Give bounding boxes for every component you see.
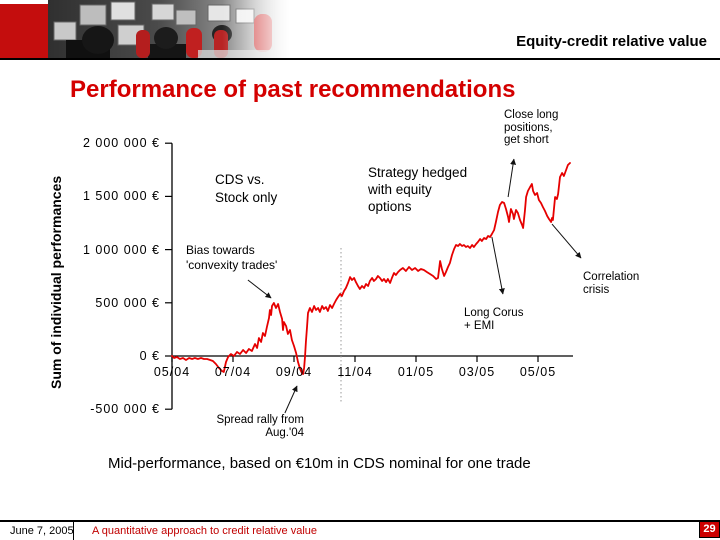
annotation-line: Bias towards: [186, 243, 255, 257]
annotation-long-corus-emi: Long Corus + EMI: [464, 307, 523, 333]
annotation-line: Spread rally from: [216, 414, 304, 426]
x-tick-label: 03/05: [458, 365, 496, 379]
annotation-line: Stock only: [215, 190, 278, 205]
annotation-bias-convexity: Bias towards 'convexity trades': [186, 243, 277, 272]
y-tick-label: 1 500 000 €: [82, 189, 160, 204]
annotation-close-long-positions: Close long positions, get short: [504, 109, 558, 147]
x-tick-label: 01/05: [397, 365, 435, 379]
trading-floor-photo: [48, 0, 290, 58]
performance-line: [171, 162, 571, 375]
x-tick-label: 09/04: [275, 365, 313, 379]
brand-red-block: [0, 4, 48, 58]
annotation-line: Strategy hedged: [368, 165, 468, 180]
x-tick-label: 05/05: [519, 365, 557, 379]
correlation-arrow: [551, 223, 582, 259]
annotation-line: Long Corus: [464, 307, 524, 319]
x-tick-label: 05/04: [153, 365, 191, 379]
annotation-line: Close long: [504, 109, 559, 121]
y-tick-label: 500 000 €: [95, 295, 160, 310]
annotation-line: options: [368, 199, 412, 214]
x-tick-label: 11/04: [337, 365, 373, 379]
y-tick-label: 2 000 000 €: [82, 136, 160, 151]
y-tick-label: -500 000 €: [90, 402, 160, 417]
annotation-correlation-crisis: Correlation crisis: [583, 271, 639, 297]
spread-rally-arrow: [284, 385, 298, 414]
annotation-cds-vs-stock: CDS vs. Stock only: [215, 171, 277, 207]
annotation-line: with equity: [368, 182, 432, 197]
y-tick-label: 0 €: [139, 349, 160, 363]
annotation-line: positions,: [504, 121, 553, 134]
bias-arrow: [247, 279, 272, 299]
y-tick-label: 1 000 000 €: [82, 242, 160, 257]
footer-subtitle: A quantitative approach to credit relati…: [92, 525, 318, 537]
footer-separator: [73, 520, 74, 540]
annotation-strategy-hedged: Strategy hedged with equity options: [368, 164, 467, 215]
annotation-line: crisis: [583, 284, 610, 296]
annotation-line: Correlation: [583, 271, 640, 283]
x-tick-label: 07/04: [214, 365, 252, 379]
footer-date: June 7, 2005: [10, 525, 74, 537]
annotation-line: Aug.'04: [265, 427, 304, 439]
annotation-line: + EMI: [464, 320, 495, 332]
chart-caption: Mid-performance, based on €10m in CDS no…: [108, 455, 531, 472]
footer-divider: [0, 520, 720, 522]
page-title: Performance of past recommendations: [70, 76, 516, 103]
header-title: Equity-credit relative value: [516, 33, 707, 50]
close-long-arrow: [507, 158, 517, 198]
header-divider: [0, 58, 720, 60]
annotation-line: get short: [504, 134, 549, 146]
annotation-line: CDS vs.: [215, 172, 265, 187]
long-corus-arrow: [491, 236, 505, 295]
annotation-spread-rally: Spread rally from Aug.'04: [216, 414, 304, 440]
annotation-line: 'convexity trades': [186, 257, 278, 272]
